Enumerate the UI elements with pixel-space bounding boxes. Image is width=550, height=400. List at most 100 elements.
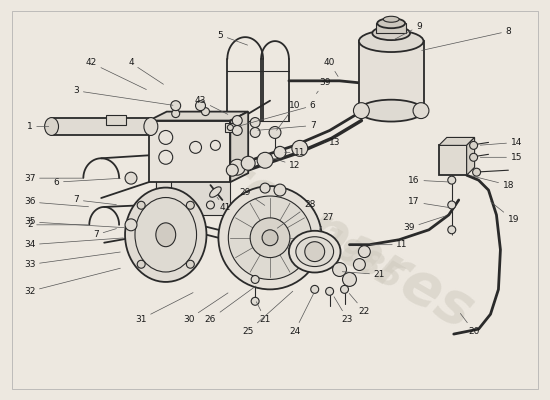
Circle shape	[218, 186, 322, 289]
Text: 37: 37	[24, 174, 84, 183]
Circle shape	[232, 126, 242, 136]
Text: 41: 41	[217, 197, 231, 212]
Ellipse shape	[372, 26, 410, 40]
Bar	[439, 145, 466, 175]
Polygon shape	[439, 138, 475, 145]
Text: 19: 19	[491, 202, 519, 224]
Text: 4: 4	[128, 58, 163, 84]
Ellipse shape	[359, 100, 424, 122]
Text: 15: 15	[480, 153, 522, 162]
Circle shape	[269, 126, 281, 138]
Circle shape	[292, 140, 308, 156]
Circle shape	[229, 159, 245, 175]
Circle shape	[257, 152, 273, 168]
Ellipse shape	[45, 118, 58, 136]
Circle shape	[305, 242, 324, 262]
Text: 6: 6	[54, 178, 120, 187]
Text: 22: 22	[349, 294, 370, 316]
Ellipse shape	[377, 18, 405, 28]
Circle shape	[251, 276, 259, 284]
Bar	[376, 23, 406, 33]
Circle shape	[125, 172, 137, 184]
Polygon shape	[149, 120, 230, 182]
Ellipse shape	[210, 187, 221, 197]
Text: 2: 2	[27, 220, 89, 229]
Text: 23: 23	[334, 297, 353, 324]
Text: 43: 43	[195, 96, 228, 114]
Text: 7: 7	[258, 121, 316, 130]
Circle shape	[206, 201, 214, 209]
Ellipse shape	[125, 188, 206, 282]
Text: 1985: 1985	[311, 222, 408, 297]
Circle shape	[137, 201, 145, 209]
Ellipse shape	[144, 118, 158, 136]
Circle shape	[274, 184, 286, 196]
Text: 28: 28	[277, 200, 316, 228]
Circle shape	[159, 220, 169, 230]
Circle shape	[137, 260, 145, 268]
Text: 21: 21	[256, 302, 271, 324]
Text: 1: 1	[27, 122, 49, 131]
Text: 16: 16	[408, 176, 449, 185]
Text: 11: 11	[285, 148, 306, 157]
Circle shape	[354, 103, 370, 118]
Text: 11: 11	[370, 240, 408, 249]
Circle shape	[340, 286, 349, 293]
Ellipse shape	[156, 223, 175, 247]
Circle shape	[250, 128, 260, 138]
Circle shape	[326, 287, 334, 295]
Text: 17: 17	[408, 198, 449, 208]
Circle shape	[354, 258, 365, 270]
Circle shape	[333, 262, 346, 276]
Text: 40: 40	[324, 58, 338, 76]
Circle shape	[274, 146, 286, 158]
Text: 26: 26	[205, 286, 256, 324]
Circle shape	[186, 260, 194, 268]
Text: 27: 27	[320, 213, 333, 230]
Text: 42: 42	[86, 58, 146, 90]
Circle shape	[211, 140, 221, 150]
Text: 39: 39	[403, 216, 446, 232]
Circle shape	[170, 101, 180, 111]
Bar	[359, 41, 424, 111]
Circle shape	[241, 156, 255, 170]
Text: 25: 25	[243, 291, 293, 336]
Ellipse shape	[296, 237, 334, 266]
Circle shape	[359, 246, 370, 258]
Text: 3: 3	[74, 86, 173, 105]
Text: 32: 32	[24, 268, 120, 296]
Text: 8: 8	[422, 27, 512, 50]
Circle shape	[260, 183, 270, 193]
Ellipse shape	[289, 231, 340, 272]
Text: 24: 24	[289, 294, 314, 336]
Text: 18: 18	[471, 176, 514, 190]
Text: 10: 10	[277, 101, 301, 130]
Polygon shape	[230, 112, 248, 182]
Circle shape	[186, 201, 194, 209]
Text: 30: 30	[183, 293, 228, 324]
Circle shape	[251, 297, 259, 305]
Circle shape	[190, 142, 201, 153]
Text: 7: 7	[74, 196, 117, 205]
Circle shape	[159, 150, 173, 164]
Text: 7: 7	[94, 229, 117, 239]
Circle shape	[160, 241, 168, 249]
Circle shape	[159, 130, 173, 144]
Text: 35: 35	[24, 217, 124, 228]
Circle shape	[250, 118, 260, 128]
Text: 20: 20	[460, 314, 479, 336]
Polygon shape	[156, 180, 230, 215]
Circle shape	[470, 153, 477, 161]
Circle shape	[227, 164, 238, 176]
Ellipse shape	[135, 198, 196, 272]
Text: 9: 9	[394, 22, 422, 40]
Text: 21: 21	[342, 270, 385, 279]
Circle shape	[413, 103, 429, 118]
Circle shape	[470, 142, 477, 149]
Circle shape	[262, 230, 278, 246]
Circle shape	[448, 201, 456, 209]
Circle shape	[311, 286, 318, 293]
Circle shape	[227, 124, 233, 130]
Bar	[226, 122, 235, 132]
Circle shape	[125, 219, 137, 231]
